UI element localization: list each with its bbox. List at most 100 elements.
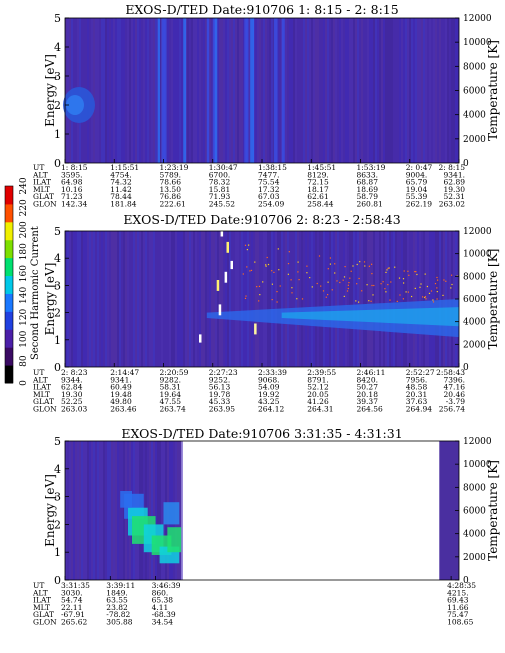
- y2-axis-label: Temperature [K]: [486, 40, 500, 141]
- spectrogram-stripe: [109, 441, 111, 580]
- speckle: [291, 292, 293, 294]
- spectrogram-stripe: [439, 18, 441, 163]
- speckle: [254, 261, 256, 263]
- y2-tick-label: 0: [463, 363, 469, 373]
- orbit-value: 1: 8:15: [61, 163, 88, 172]
- speckle: [249, 270, 251, 272]
- spectrogram-stripe: [337, 231, 339, 367]
- orbit-value: 3:46:39: [152, 581, 181, 590]
- orbit-value: 263.02: [439, 200, 465, 209]
- spectrogram-stripe: [415, 231, 417, 367]
- spectrogram-stripe: [385, 231, 387, 367]
- spectrogram-stripe: [71, 231, 73, 367]
- spectrogram-stripe: [395, 18, 397, 163]
- spectrogram-stripe: [329, 18, 331, 163]
- speckle: [385, 291, 387, 293]
- orbit-value: 62.89: [444, 178, 466, 187]
- spectrogram-stripe: [115, 441, 117, 580]
- spectrogram-stripe: [335, 18, 337, 163]
- orbit-value: 75.54: [258, 178, 280, 187]
- spectrogram-stripe: [419, 231, 421, 367]
- spectrogram-stripe: [199, 231, 201, 367]
- spectrogram-stripe: [243, 231, 245, 367]
- speckle: [358, 301, 360, 303]
- spectrogram-stripe: [147, 441, 149, 580]
- y2-tick-label: 2000: [463, 135, 486, 145]
- spectrogram-stripe: [427, 231, 429, 367]
- orbit-value: 20.05: [307, 390, 329, 399]
- speckle: [364, 265, 366, 267]
- speckle: [258, 300, 260, 302]
- spectrogram-stripe: [213, 231, 215, 367]
- spectrogram-stripe: [179, 441, 181, 580]
- spectrogram-stripe: [345, 231, 347, 367]
- orbit-value: 860.: [152, 588, 169, 597]
- spectrogram-stripe: [151, 231, 153, 367]
- spectrogram-stripe: [151, 441, 153, 580]
- spectrogram-stripe: [411, 18, 413, 163]
- speckle: [424, 273, 426, 275]
- orbit-value: 2:20:59: [160, 368, 189, 377]
- orbit-value: 4754.: [110, 170, 131, 179]
- spectrogram-stripe: [79, 441, 81, 580]
- y2-tick-label: 0: [463, 159, 469, 169]
- speckle: [394, 266, 396, 268]
- spectrogram-background-late: [439, 441, 459, 580]
- spectrogram-stripe: [105, 231, 107, 367]
- orbit-value: 1:23:19: [160, 163, 189, 172]
- spectrogram-stripe: [285, 231, 287, 367]
- spectrogram-stripe: [273, 231, 275, 367]
- speckle: [348, 282, 350, 284]
- spectrogram-stripe: [315, 231, 317, 367]
- speckle: [350, 270, 352, 272]
- colorbar-tick-label: 160: [19, 265, 29, 282]
- orbit-value: 8129.: [307, 170, 328, 179]
- orbit-row-label: GLAT: [33, 610, 54, 619]
- spectrogram-stripe: [119, 18, 121, 163]
- orbit-row-label: ALT: [32, 375, 48, 384]
- y2-tick-label: 6000: [463, 507, 486, 517]
- spectrogram-stripe: [111, 441, 113, 580]
- spectrogram-stripe: [417, 18, 419, 163]
- spectrogram-stripe: [247, 231, 249, 367]
- orbit-value: 3030.: [61, 588, 82, 597]
- y2-axis-label: Temperature [K]: [486, 249, 500, 350]
- colorbar-tick-label: 100: [19, 330, 29, 347]
- spectrogram-stripe: [133, 18, 135, 163]
- speckle: [306, 272, 308, 274]
- speckle: [414, 287, 416, 289]
- y2-tick-label: 2000: [463, 553, 486, 563]
- vertical-streak: [157, 18, 160, 163]
- spectrogram-stripe: [149, 231, 151, 367]
- speckle: [424, 296, 426, 299]
- orbit-row-label: UT: [33, 368, 44, 377]
- spectrogram-stripe: [113, 231, 115, 367]
- spectrogram-stripe: [357, 231, 359, 367]
- spectrogram-stripe: [81, 441, 83, 580]
- speckle: [371, 284, 373, 287]
- spectrogram-stripe: [165, 231, 167, 367]
- speckle: [248, 244, 250, 246]
- spectrogram-panel: EXOS-D/TED Date:910706 3:31:35 - 4:31:31…: [32, 426, 500, 627]
- speckle: [258, 285, 261, 287]
- y2-tick-label: 10000: [463, 38, 492, 48]
- spectrogram-stripe: [205, 18, 207, 163]
- spectrogram-stripe: [249, 18, 251, 163]
- colorbar-tick-label: 220: [19, 199, 29, 216]
- speckle: [372, 294, 374, 296]
- spectrogram-stripe: [291, 18, 293, 163]
- spike: [254, 323, 257, 335]
- y-tick-label: 5: [54, 435, 61, 448]
- speckle: [325, 296, 327, 298]
- orbit-value: 45.33: [209, 397, 231, 406]
- spectrogram-stripe: [321, 18, 323, 163]
- spectrogram-stripe: [101, 18, 103, 163]
- spectrogram-stripe: [431, 231, 433, 367]
- spectrogram-stripe: [275, 231, 277, 367]
- orbit-value: 222.61: [160, 200, 186, 209]
- spectrogram-stripe: [355, 231, 357, 367]
- speckle: [327, 281, 329, 283]
- speckle: [434, 283, 437, 285]
- speckle: [368, 265, 370, 267]
- orbit-value: 78.44: [110, 192, 132, 201]
